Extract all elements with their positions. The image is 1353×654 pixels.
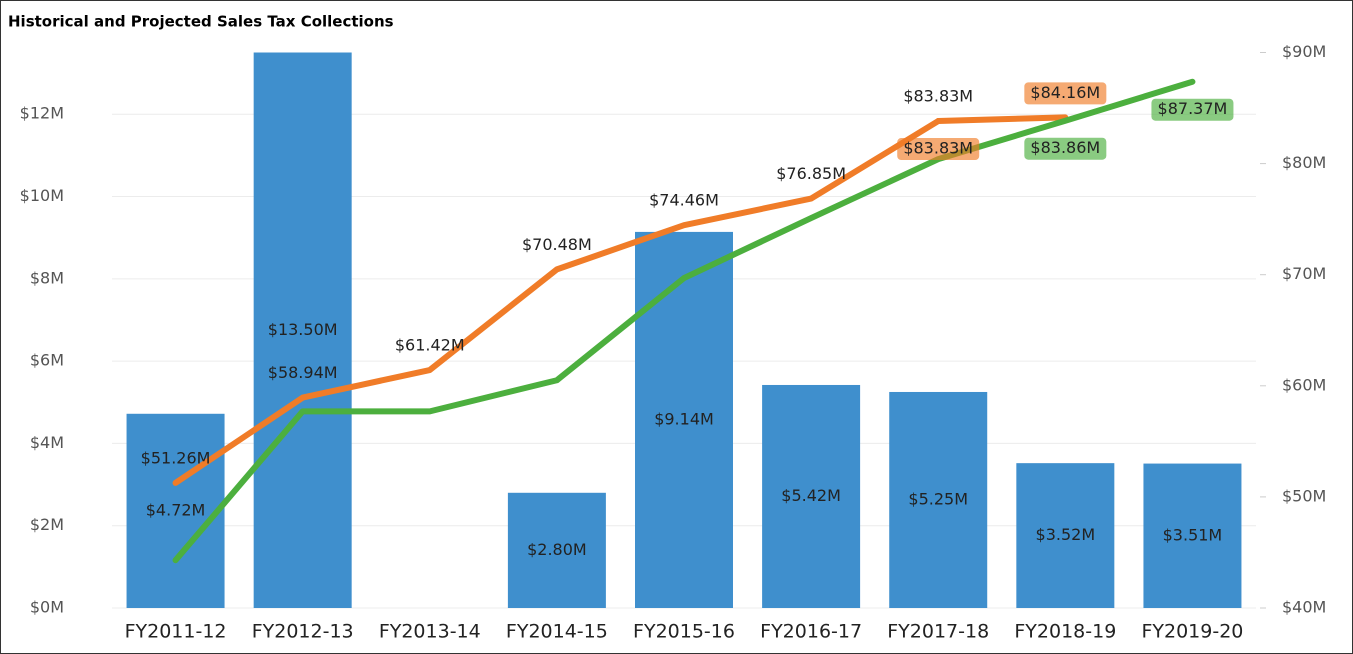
bars [126, 52, 1242, 608]
bar-label: $2.80M [527, 540, 587, 559]
labels: $4.72M $13.50M $2.80M $9.14M $5.42M $5.25M $3.… [141, 82, 1234, 559]
bar [762, 384, 861, 608]
y-tick-label: $10M [20, 186, 64, 205]
x-tick-label: FY2014-15 [506, 621, 608, 643]
y2-tick-label: $50M [1282, 486, 1326, 505]
bar [253, 52, 352, 608]
line-label: $87.37M [1158, 99, 1228, 118]
line-label: $76.85M [776, 164, 846, 183]
bar-label: $5.42M [781, 486, 841, 505]
line-label: $83.86M [1030, 138, 1100, 157]
y-tick-label: $0M [30, 598, 64, 617]
line-label: $83.83M [903, 139, 973, 158]
label-box [897, 138, 980, 161]
line [172, 118, 942, 486]
label-box [1024, 137, 1107, 160]
bar-label: $9.14M [654, 409, 714, 428]
line-label: $51.26M [141, 448, 211, 467]
bar [889, 391, 988, 608]
y-tick-label: $8M [30, 268, 64, 287]
line-label: $70.48M [522, 235, 592, 254]
label-box [1151, 98, 1234, 121]
grid: $0M $2M $4M $6M $8M $10M $12M $40M $50M $60M $70M $… [20, 42, 1327, 643]
y-tick-label: $4M [30, 433, 64, 452]
bar-label: $3.52M [1036, 525, 1096, 544]
line [172, 78, 1196, 564]
x-tick-label: FY2016-17 [760, 621, 862, 643]
bar [1143, 463, 1242, 608]
bar-label: $13.50M [268, 320, 338, 339]
line-label: $74.46M [649, 191, 719, 210]
line-label: $84.16M [1030, 83, 1100, 102]
y2-tick-label: $80M [1282, 153, 1326, 172]
y-tick-label: $6M [30, 351, 64, 370]
label-box [1024, 82, 1107, 105]
y-tick-label: $2M [30, 515, 64, 534]
x-tick-label: FY2018-19 [1014, 621, 1116, 643]
x-tick-label: FY2013-14 [379, 621, 481, 643]
chart-title: Historical and Projected Sales Tax Colle… [8, 13, 394, 31]
y2-tick-label: $40M [1282, 598, 1326, 617]
x-tick-label: FY2019-20 [1141, 621, 1243, 643]
line-label: $83.83M [903, 87, 973, 106]
x-tick-label: FY2015-16 [633, 621, 735, 643]
line-label: $61.42M [395, 336, 465, 355]
bar [507, 492, 606, 608]
line [935, 114, 1069, 125]
line-label: $58.94M [268, 363, 338, 382]
x-tick-label: FY2012-13 [252, 621, 354, 643]
bar-label: $3.51M [1163, 525, 1223, 544]
bar [126, 413, 225, 608]
y2-tick-label: $70M [1282, 264, 1326, 283]
bar [635, 231, 733, 608]
bar-label: $5.25M [908, 489, 968, 508]
bar-label: $4.72M [146, 500, 206, 519]
x-tick-label: FY2011-12 [125, 621, 227, 643]
y2-tick-label: $60M [1282, 375, 1326, 394]
lines [172, 78, 1196, 564]
x-tick-label: FY2017-18 [887, 621, 989, 643]
y2-tick-label: $90M [1282, 42, 1326, 61]
bar [1016, 463, 1115, 608]
y-tick-label: $12M [20, 104, 64, 123]
